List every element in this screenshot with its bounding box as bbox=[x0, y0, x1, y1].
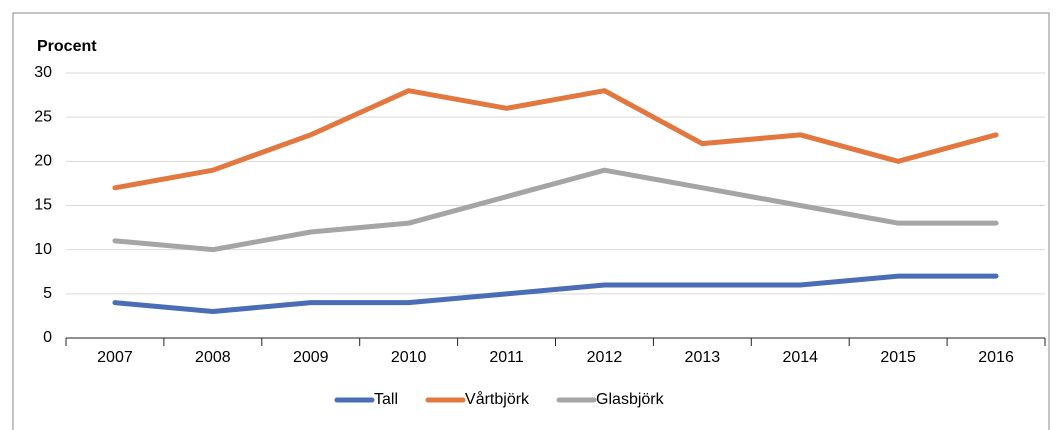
x-tick-label: 2009 bbox=[293, 349, 329, 366]
x-tick-label: 2010 bbox=[391, 349, 427, 366]
y-tick-label: 15 bbox=[34, 197, 52, 214]
y-axis-label: Procent bbox=[37, 38, 97, 55]
line bbox=[112, 273, 999, 314]
line bbox=[112, 167, 999, 253]
line bbox=[112, 88, 999, 191]
x-tick-label: 2014 bbox=[782, 349, 818, 366]
legend-label: Vårtbjörk bbox=[465, 390, 530, 408]
y-tick-label: 25 bbox=[34, 108, 52, 125]
x-tick-label: 2016 bbox=[978, 349, 1014, 366]
x-tick-label: 2012 bbox=[587, 349, 623, 366]
y-tick-label: 5 bbox=[43, 285, 52, 302]
legend-label: Glasbjörk bbox=[596, 391, 665, 408]
x-tick-label: 2011 bbox=[489, 349, 524, 366]
x-tick-label: 2007 bbox=[97, 349, 133, 366]
x-tick-label: 2013 bbox=[685, 349, 721, 366]
y-tick-label: 30 bbox=[34, 64, 52, 81]
x-tick-label: 2008 bbox=[195, 349, 231, 366]
y-tick-label: 0 bbox=[43, 329, 52, 346]
x-tick-label: 2015 bbox=[880, 349, 916, 366]
y-tick-label: 20 bbox=[34, 153, 52, 170]
legend-label: Tall bbox=[374, 391, 398, 408]
y-tick-label: 10 bbox=[34, 241, 52, 258]
